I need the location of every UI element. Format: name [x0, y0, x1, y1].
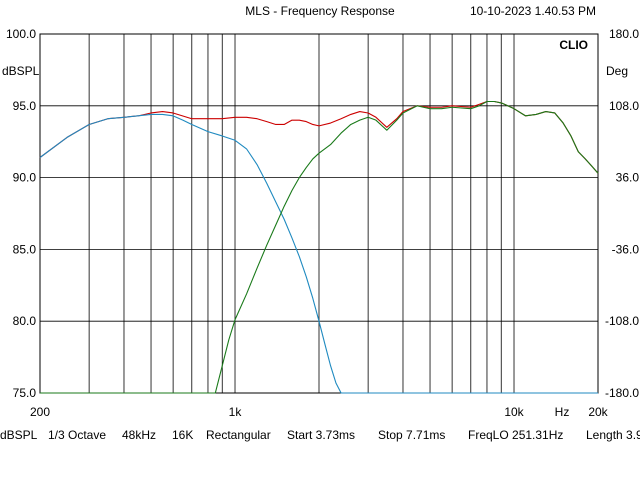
y-axis-right-label: Deg — [606, 64, 628, 78]
x-axis: 200 1k 10k 20k — [30, 405, 609, 419]
x-tick-label: 1k — [229, 405, 243, 419]
x-tick-label: 20k — [588, 405, 608, 419]
status-footer: dBSPL 1/3 Octave 48kHz 16K Rectangular S… — [0, 428, 640, 442]
footer-unit: dBSPL — [0, 428, 38, 442]
y-tick-label-left: 85.0 — [13, 242, 37, 256]
y-tick-label-left: 80.0 — [13, 314, 37, 328]
footer-start: Start 3.73ms — [287, 428, 355, 442]
chart-timestamp: 10-10-2023 1.40.53 PM — [470, 4, 596, 18]
series-group — [39, 100, 599, 394]
footer-sample-rate: 48kHz — [122, 428, 156, 442]
x-tick-label: 10k — [504, 405, 524, 419]
grid — [40, 34, 598, 393]
y-tick-label-left: 75.0 — [13, 386, 37, 400]
y-tick-label-right: -36.0 — [612, 242, 640, 256]
footer-smoothing: 1/3 Octave — [48, 428, 106, 442]
y-tick-label-right: -180.0 — [605, 386, 639, 400]
y-tick-label-left: 100.0 — [6, 27, 36, 41]
y-axis-left-label: dBSPL — [2, 64, 40, 78]
y-tick-label-left: 90.0 — [13, 171, 37, 185]
brand-label: CLIO — [559, 38, 588, 52]
x-axis-unit: Hz — [555, 405, 570, 419]
chart-title: MLS - Frequency Response — [245, 4, 395, 18]
footer-stop: Stop 7.71ms — [378, 428, 445, 442]
footer-freqlo: FreqLO 251.31Hz — [468, 428, 563, 442]
plot-frame — [39, 33, 599, 394]
series-line-2 — [40, 100, 599, 394]
footer-size: 16K — [172, 428, 193, 442]
x-tick-label: 200 — [30, 405, 50, 419]
y-tick-label-right: 108.0 — [609, 99, 639, 113]
y-tick-label-right: -108.0 — [605, 314, 639, 328]
y-axis-left: 100.0 95.0 90.0 85.0 80.0 75.0 — [6, 27, 36, 400]
y-tick-label-right: 36.0 — [616, 171, 640, 185]
y-tick-label-left: 95.0 — [13, 99, 37, 113]
y-tick-label-right: 180.0 — [609, 27, 639, 41]
footer-window: Rectangular — [206, 428, 271, 442]
footer-length: Length 3.98ms — [586, 428, 640, 442]
series-line-1 — [39, 113, 598, 394]
y-axis-right: 180.0 108.0 36.0 -36.0 -108.0 -180.0 — [605, 27, 639, 400]
